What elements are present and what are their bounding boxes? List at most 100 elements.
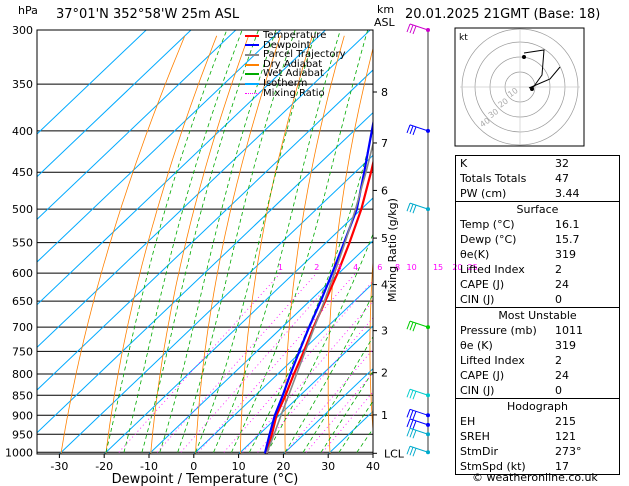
legend-label: Wet Adiabat (263, 68, 324, 80)
wet-adiabat (302, 336, 373, 453)
param-row: Dewp (°C) 15.7 (456, 232, 619, 247)
wet-adiabat (141, 30, 259, 453)
param-row: Temp (°C) 16.1 (456, 217, 619, 232)
wind-barb-dot (426, 207, 430, 212)
wind-barb-feather (406, 389, 411, 398)
most-unstable-title: Most Unstable (498, 309, 577, 322)
param-label: CIN (J) (460, 293, 495, 306)
param-row: CIN (J) 0 (456, 292, 619, 307)
pressure-tick-label: 300 (12, 24, 33, 37)
param-row: StmDir 273° (456, 444, 619, 459)
hodograph-trace (528, 66, 561, 89)
wind-barb-feather (412, 126, 417, 136)
wind-barb-feather (406, 409, 411, 418)
wind-barb-feather (409, 419, 414, 429)
x-axis-label: Dewpoint / Temperature (°C) (112, 472, 299, 486)
param-label: CIN (J) (460, 384, 495, 397)
params-table: K 32 Totals Totals 47 PW (cm) 3.44 Surface Te… (455, 155, 620, 475)
axes: 3003504004505005506006507007508008509009… (5, 24, 405, 473)
wind-barb-feather (406, 23, 411, 33)
wind-barb-feather (409, 24, 414, 34)
param-value: 215 (555, 415, 576, 428)
dry-adiabat (284, 35, 345, 454)
mixing-ratio-line (118, 272, 281, 453)
legend-label: Isotherm (263, 77, 308, 89)
mixing-ratio-line (285, 348, 373, 453)
mixing-ratio-line (223, 280, 373, 453)
param-value: 24 (555, 369, 569, 382)
pressure-tick-label: 350 (12, 78, 33, 91)
param-label: Pressure (mb) (460, 324, 537, 337)
wet-adiabat (284, 293, 373, 453)
pressure-tick-label: 850 (12, 389, 33, 402)
legend-label: Dewpoint (263, 39, 311, 51)
km-label: km (377, 3, 395, 16)
mixing-ratio-line (156, 272, 318, 453)
legend-label: Temperature (263, 30, 327, 41)
x-tick-label: 40 (366, 460, 380, 473)
isotherm-line (238, 325, 373, 454)
param-label: PW (cm) (460, 187, 507, 200)
wind-barb-feather (412, 448, 417, 457)
x-tick-label: -10 (140, 460, 158, 473)
dry-adiabat (60, 35, 186, 454)
param-row: CIN (J) 0 (456, 383, 619, 398)
pressure-tick-label: 950 (12, 428, 33, 441)
x-tick-label: 0 (190, 460, 197, 473)
legend-item: Temperature (245, 31, 346, 41)
wet-adiabat (105, 30, 228, 453)
mixing-ratio-label: 6 (377, 263, 382, 272)
dry-adiabat (105, 35, 218, 454)
wind-barb-dot (426, 28, 430, 32)
hodograph-table-title: Hodograph (507, 400, 568, 413)
mixing-ratio-axis-label: Mixing Ratio (g/kg) (386, 198, 399, 302)
wind-barb-feather (406, 124, 411, 134)
param-label: Lifted Index (460, 354, 525, 367)
x-tick-label: 20 (276, 460, 290, 473)
wind-barb-feather (409, 203, 414, 213)
hodograph-kt-label: kt (459, 33, 468, 43)
param-label: Lifted Index (460, 263, 525, 276)
asl-label: ASL (374, 16, 395, 29)
wind-barb-feather (412, 204, 417, 214)
mixing-ratio-label: 2 (314, 263, 319, 272)
isotherm-line (37, 30, 147, 135)
wet-adiabat (159, 30, 277, 453)
legend-swatch (245, 82, 259, 85)
legend-swatch (245, 44, 259, 47)
pressure-tick-label: 500 (12, 203, 33, 216)
isotherm-line (37, 30, 281, 263)
param-row: Lifted Index 2 (456, 262, 619, 277)
param-value: 47 (555, 172, 569, 185)
wet-adiabat (231, 30, 369, 453)
wind-barb-feather (409, 125, 414, 135)
km-tick-label: LCL (384, 447, 405, 460)
param-row: PW (cm) 3.44 (456, 186, 619, 201)
pressure-tick-label: 800 (12, 368, 33, 381)
wind-barb-dot (426, 128, 430, 133)
km-tick-label: 2 (381, 367, 388, 380)
hodograph-point (522, 55, 526, 59)
wind-barb-feather (406, 428, 411, 437)
wind-barb-dot (426, 432, 430, 437)
param-row: K 32 (456, 156, 619, 171)
param-label: EH (460, 415, 476, 428)
plot-frame (36, 29, 374, 455)
legend-swatch (245, 73, 259, 76)
legend-item: Wet Adiabat (245, 69, 346, 79)
dry-adiabat (327, 46, 373, 454)
km-tick-label: 1 (381, 409, 388, 422)
pressure-tick-label: 900 (12, 409, 33, 422)
pressure-tick-label: 700 (12, 321, 33, 334)
x-tick-label: 30 (321, 460, 335, 473)
isotherm-line (37, 30, 371, 349)
km-tick-label: 5 (381, 232, 388, 245)
param-value: 319 (555, 339, 576, 352)
km-tick-label: 8 (381, 86, 388, 99)
km-tick-label: 7 (381, 137, 388, 150)
mixing-ratio-label: 4 (353, 263, 358, 272)
param-row: CAPE (J) 24 (456, 277, 619, 292)
pressure-tick-label: 1000 (5, 446, 33, 459)
pressure-tick-label: 400 (12, 125, 33, 138)
